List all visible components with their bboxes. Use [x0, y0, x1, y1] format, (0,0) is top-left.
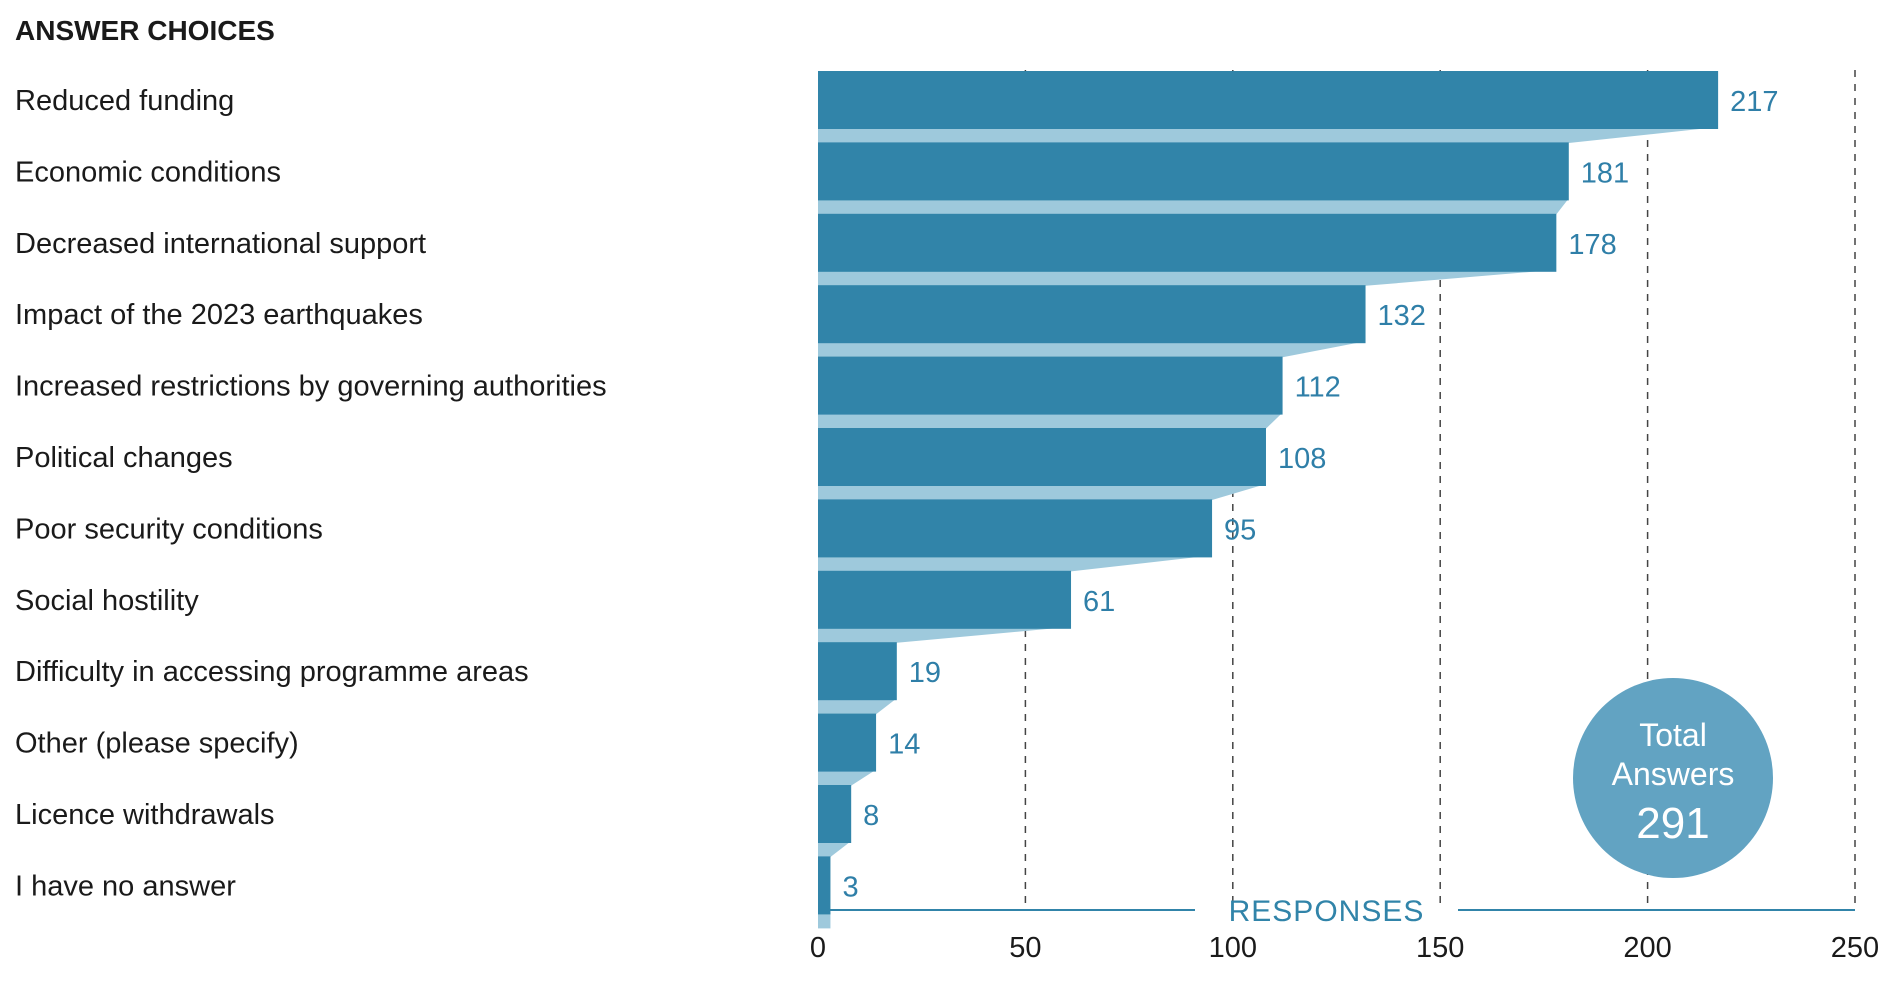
bar [818, 642, 897, 701]
x-axis: RESPONSES 0 50 100 150 200 250 [810, 895, 1879, 964]
value-label: 132 [1378, 300, 1426, 332]
bar-connector [818, 341, 1366, 358]
category-label: I have no answer [15, 870, 236, 902]
bar-connector [818, 626, 1072, 643]
bar-connector [818, 412, 1283, 429]
bars [818, 71, 1719, 929]
bar [818, 213, 1557, 272]
bar [818, 499, 1213, 558]
category-label: Licence withdrawals [15, 799, 275, 831]
bar-connector [818, 555, 1213, 572]
bar-connector [818, 127, 1719, 143]
value-label: 14 [888, 729, 920, 761]
bar-connector [818, 484, 1266, 500]
category-label: Other (please specify) [15, 728, 299, 760]
bar [818, 856, 831, 915]
category-label: Difficulty in accessing programme areas [15, 656, 529, 688]
tick-label: 150 [1416, 932, 1464, 964]
category-label: Political changes [15, 442, 233, 474]
tick-label: 50 [1009, 932, 1041, 964]
chart-header: ANSWER CHOICES [15, 15, 275, 46]
bar-connector [818, 698, 897, 715]
category-label: Decreased international support [15, 228, 426, 260]
bar [818, 142, 1569, 201]
bar [818, 428, 1266, 486]
total-answers-badge: Total Answers 291 [1573, 678, 1773, 878]
value-label: 95 [1224, 514, 1256, 546]
category-label: Impact of the 2023 earthquakes [15, 299, 423, 331]
category-label: Social hostility [15, 585, 199, 617]
category-label: Poor security conditions [15, 513, 323, 545]
badge-label-answers: Answers [1612, 756, 1735, 792]
value-label: 3 [842, 871, 858, 903]
badge-circle [1573, 678, 1773, 878]
bar [818, 570, 1072, 629]
category-label: Increased restrictions by governing auth… [15, 371, 607, 403]
bar-connector [818, 769, 877, 786]
tick-label: 100 [1209, 932, 1257, 964]
category-label: Economic conditions [15, 156, 281, 188]
category-labels: 217 Reduced funding 181 Economic conditions… [15, 85, 1779, 903]
value-label: 181 [1581, 157, 1629, 189]
badge-label-total: Total [1639, 717, 1707, 753]
x-axis-label: RESPONSES [1229, 895, 1425, 928]
tick-label: 200 [1623, 932, 1671, 964]
bar [818, 356, 1283, 415]
bar-connector [818, 269, 1557, 286]
tick-label: 250 [1831, 932, 1879, 964]
value-label: 108 [1278, 443, 1326, 475]
bar [818, 713, 877, 772]
category-label: Reduced funding [15, 85, 234, 117]
value-label: 217 [1730, 86, 1778, 118]
bar [818, 285, 1366, 344]
value-label: 112 [1295, 372, 1341, 404]
value-label: 61 [1083, 586, 1115, 618]
bar-connector [818, 912, 831, 929]
bar [818, 71, 1719, 129]
bar [818, 785, 852, 843]
bar-connector [818, 198, 1569, 215]
bar-connector [818, 841, 852, 857]
value-label: 19 [909, 657, 941, 689]
tick-label: 0 [810, 932, 826, 964]
badge-total-value: 291 [1636, 799, 1709, 848]
value-label: 178 [1568, 229, 1616, 261]
value-label: 8 [863, 800, 879, 832]
